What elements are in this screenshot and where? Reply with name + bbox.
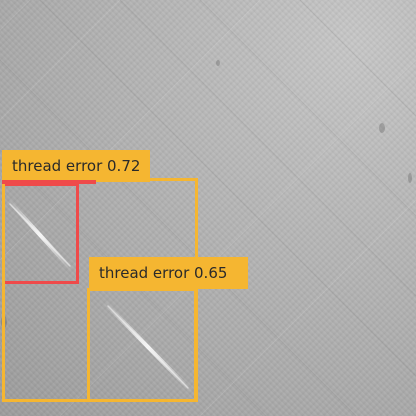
detection-label: thread error 0.72 [2,150,151,182]
detection-box-small-orange [87,288,197,402]
detection-label: thread error 0.65 [89,257,248,289]
detection-label-underline [2,180,96,184]
